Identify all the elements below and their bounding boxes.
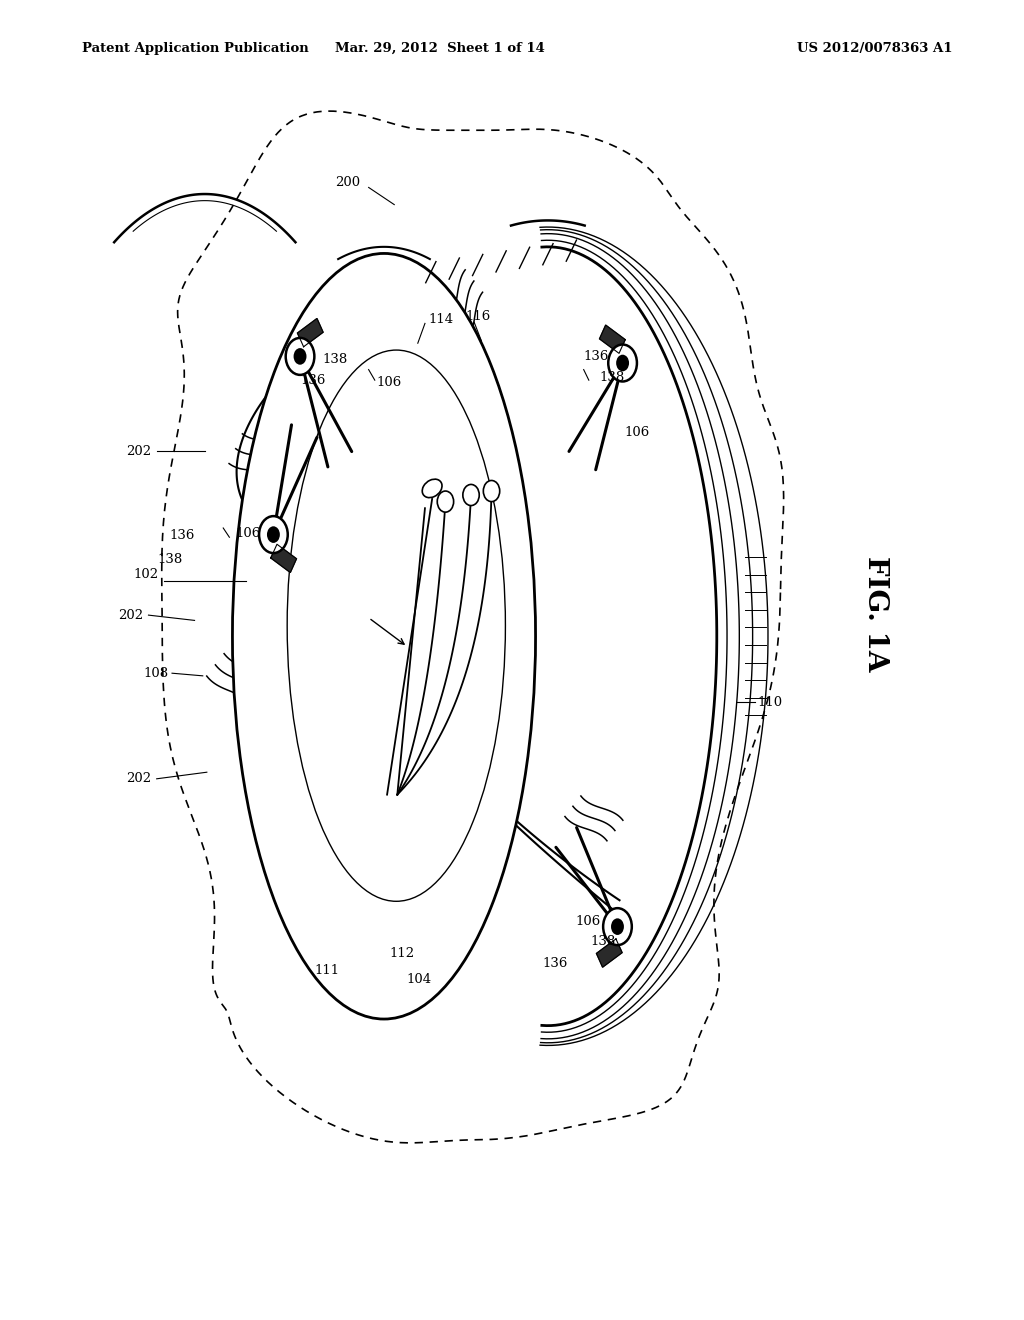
Circle shape <box>259 516 288 553</box>
Text: FIG. 1A: FIG. 1A <box>862 556 889 672</box>
Text: Mar. 29, 2012  Sheet 1 of 14: Mar. 29, 2012 Sheet 1 of 14 <box>336 42 545 55</box>
Text: 106: 106 <box>377 376 402 389</box>
Text: 138: 138 <box>157 553 182 566</box>
Text: 108: 108 <box>143 667 169 680</box>
Text: 202: 202 <box>126 445 152 458</box>
Circle shape <box>611 919 624 935</box>
Text: 106: 106 <box>236 527 261 540</box>
Text: 111: 111 <box>314 964 340 977</box>
Circle shape <box>616 355 629 371</box>
Circle shape <box>286 338 314 375</box>
Text: 202: 202 <box>118 609 143 622</box>
Text: 104: 104 <box>407 973 432 986</box>
Text: 112: 112 <box>389 946 415 960</box>
Polygon shape <box>596 939 623 968</box>
Circle shape <box>463 484 479 506</box>
Text: 138: 138 <box>599 371 625 384</box>
Circle shape <box>294 348 306 364</box>
Circle shape <box>437 491 454 512</box>
Text: 200: 200 <box>335 176 360 189</box>
Ellipse shape <box>232 253 536 1019</box>
Text: 136: 136 <box>584 350 609 363</box>
Text: 110: 110 <box>758 696 783 709</box>
Text: 114: 114 <box>428 313 454 326</box>
Ellipse shape <box>422 479 442 498</box>
Text: US 2012/0078363 A1: US 2012/0078363 A1 <box>797 42 952 55</box>
Text: 106: 106 <box>625 426 650 440</box>
Text: 136: 136 <box>169 529 195 543</box>
Text: 202: 202 <box>126 772 152 785</box>
Text: 102: 102 <box>133 568 159 581</box>
Polygon shape <box>297 318 324 347</box>
Text: 138: 138 <box>591 935 616 948</box>
Polygon shape <box>270 544 297 573</box>
Circle shape <box>267 527 280 543</box>
Text: Patent Application Publication: Patent Application Publication <box>82 42 308 55</box>
Text: 138: 138 <box>323 352 348 366</box>
Text: 106: 106 <box>575 915 601 928</box>
Circle shape <box>608 345 637 381</box>
Text: 136: 136 <box>300 374 326 387</box>
Text: 116: 116 <box>466 310 492 323</box>
Text: 136: 136 <box>543 957 568 970</box>
Circle shape <box>603 908 632 945</box>
Circle shape <box>483 480 500 502</box>
Polygon shape <box>599 325 626 354</box>
